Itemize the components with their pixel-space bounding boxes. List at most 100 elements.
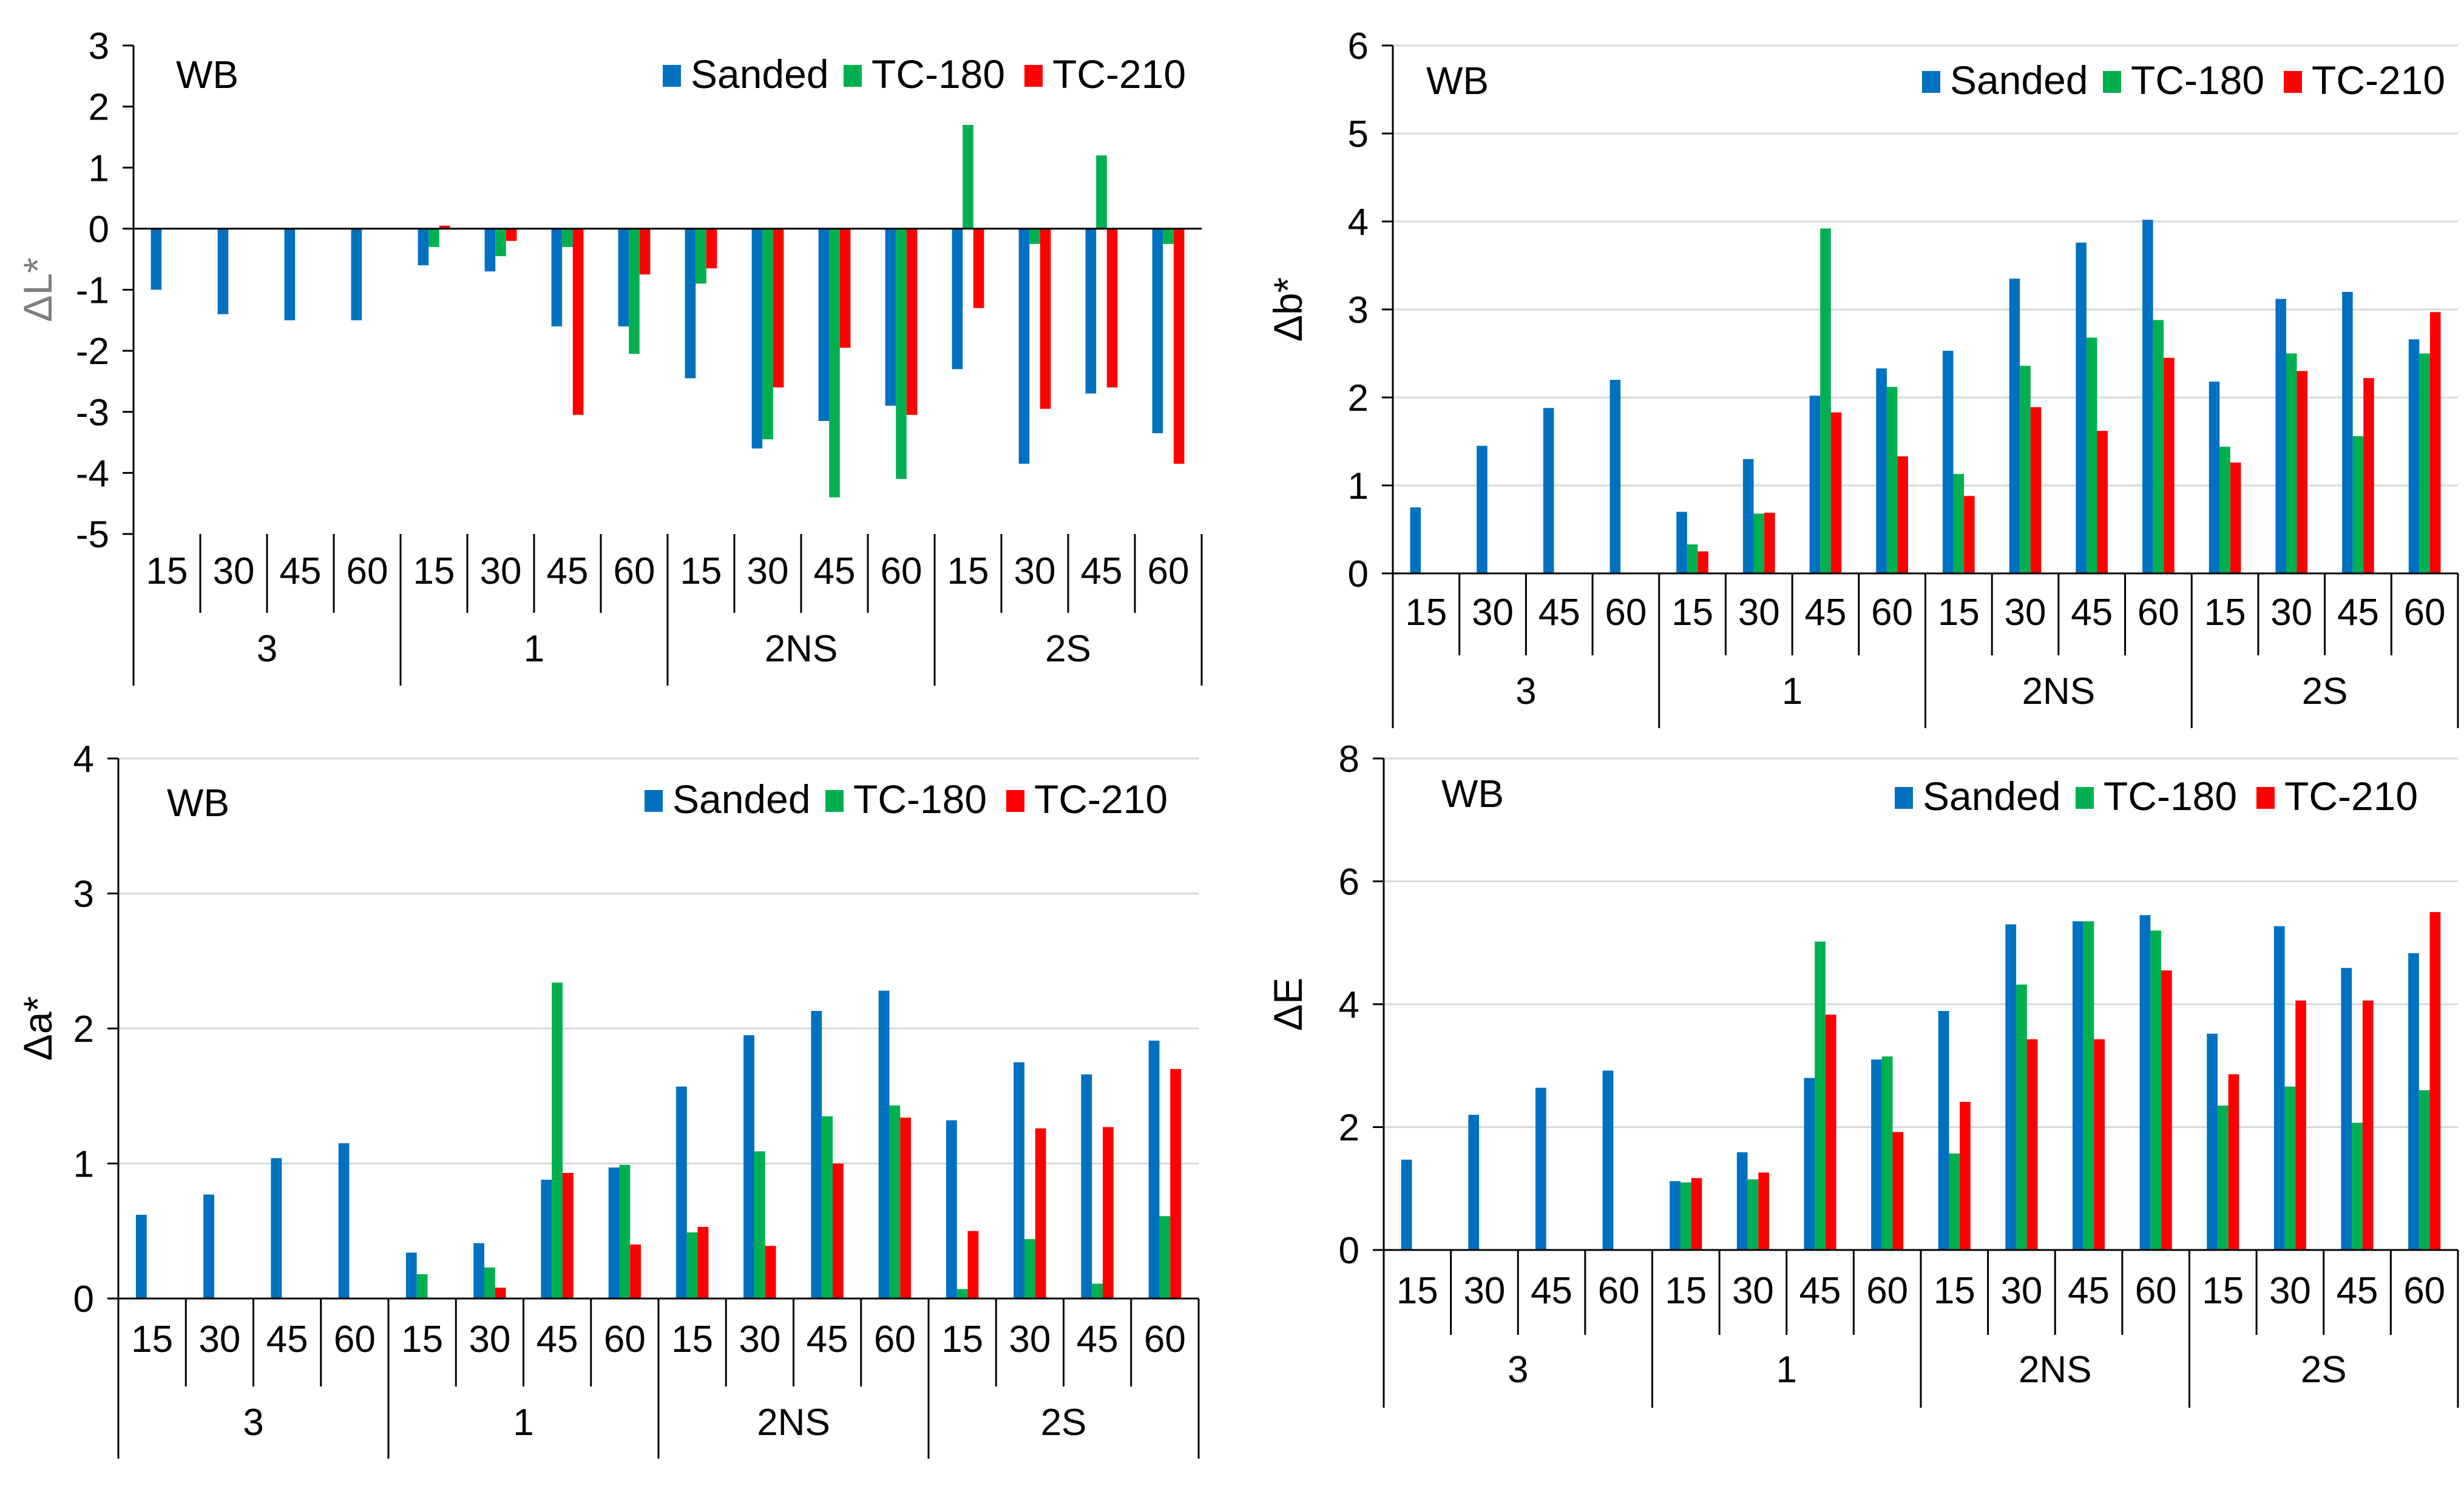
bar-tc180 xyxy=(2016,984,2027,1250)
bar-tc180 xyxy=(1092,1283,1103,1299)
bar-tc180 xyxy=(1820,228,1831,574)
bar-tc210 xyxy=(1691,1178,1702,1250)
bar-tc180 xyxy=(822,1116,833,1299)
x-category-label: 30 xyxy=(2270,592,2312,633)
x-category-label: 15 xyxy=(1671,592,1713,633)
bar-sanded xyxy=(1804,1078,1815,1250)
bar-tc180 xyxy=(1886,387,1898,573)
bar-sanded xyxy=(1602,1070,1614,1250)
bar-tc180 xyxy=(2219,447,2230,573)
x-group-label: 3 xyxy=(1508,1349,1528,1391)
bar-sanded xyxy=(2073,921,2083,1250)
x-category-label: 45 xyxy=(266,1319,308,1360)
x-group-label: 1 xyxy=(1776,1349,1797,1391)
bar-sanded xyxy=(878,990,890,1299)
x-category-label: 15 xyxy=(680,550,722,592)
bar-tc180 xyxy=(963,124,973,229)
bar-sanded xyxy=(1014,1062,1024,1299)
bar-sanded xyxy=(2009,279,2020,573)
bar-tc210 xyxy=(2295,1000,2306,1250)
x-category-label: 30 xyxy=(480,550,522,592)
bar-sanded xyxy=(284,228,296,320)
y-tick-label: 4 xyxy=(73,738,94,780)
bar-tc210 xyxy=(1897,456,1908,573)
x-group-label: 2S xyxy=(1045,628,1091,670)
y-tick-label: -4 xyxy=(76,453,109,495)
annotation-label: WB xyxy=(1441,772,1504,816)
x-category-label: 60 xyxy=(1866,1270,1908,1312)
x-group-label: 3 xyxy=(1515,670,1536,712)
bar-tc180 xyxy=(495,228,506,257)
legend-label-sanded: Sanded xyxy=(691,52,829,96)
bar-tc180 xyxy=(1747,1179,1759,1250)
bar-tc210 xyxy=(2094,1039,2105,1250)
legend-label-sanded: Sanded xyxy=(1950,58,2088,103)
x-category-label: 60 xyxy=(2404,592,2446,633)
bar-sanded xyxy=(1148,1041,1160,1299)
bar-sanded xyxy=(2005,924,2017,1250)
x-category-label: 30 xyxy=(1738,592,1780,633)
x-group-label: 1 xyxy=(1782,670,1802,712)
bar-tc210 xyxy=(2026,1039,2038,1250)
x-category-label: 60 xyxy=(874,1319,916,1360)
chart-delta-l: -5 -4 -3 -2 -1 0 1 2 3 ΔL* 15 30 45 60 15 30 45 60 15 30 45 6… xyxy=(15,25,1203,686)
bar-tc210 xyxy=(697,1227,709,1299)
bar-tc180 xyxy=(2352,436,2364,573)
x-category-label: 30 xyxy=(1732,1270,1774,1312)
bar-sanded xyxy=(1871,1059,1882,1250)
bar-sanded xyxy=(2208,381,2220,573)
x-category-label: 60 xyxy=(2403,1270,2445,1312)
y-tick-label: -3 xyxy=(76,392,109,434)
x-category-label: 60 xyxy=(1598,1270,1640,1312)
bar-tc180 xyxy=(2153,320,2164,573)
bar-tc210 xyxy=(1040,228,1051,409)
bar-tc180 xyxy=(2286,353,2297,573)
bar-tc210 xyxy=(973,228,984,308)
x-category-label: 30 xyxy=(469,1319,510,1360)
y-tick-label: 0 xyxy=(89,209,109,251)
bar-sanded xyxy=(751,228,763,449)
bar-sanded xyxy=(1018,228,1030,464)
bar-tc180 xyxy=(754,1151,765,1299)
bar-sanded xyxy=(2408,339,2420,573)
bar-tc180 xyxy=(1680,1182,1691,1250)
legend-label-tc180: TC-180 xyxy=(872,52,1005,96)
x-category-label: 45 xyxy=(2337,592,2379,633)
bar-tc210 xyxy=(2030,407,2042,573)
x-group-label: 2S xyxy=(2302,670,2348,712)
x-group-label: 3 xyxy=(243,1402,263,1444)
x-category-label: 45 xyxy=(536,1319,578,1360)
bar-sanded xyxy=(2142,220,2153,574)
bar-sanded xyxy=(473,1243,484,1299)
x-category-label: 45 xyxy=(1531,1270,1572,1312)
bar-sanded xyxy=(405,1252,417,1299)
bar-sanded xyxy=(608,1167,620,1299)
bar-tc180 xyxy=(619,1164,631,1299)
bar-sanded xyxy=(203,1194,214,1299)
bar-sanded xyxy=(1736,1152,1748,1250)
y-tick-label: 8 xyxy=(1339,738,1359,780)
legend-label-sanded: Sanded xyxy=(1923,774,2061,819)
legend-label-tc210: TC-210 xyxy=(1052,52,1186,96)
y-tick-label: 1 xyxy=(89,147,109,189)
bar-tc210 xyxy=(1758,1172,1769,1250)
bar-tc210 xyxy=(639,228,651,275)
x-category-label: 15 xyxy=(947,550,989,592)
legend-label-tc180: TC-180 xyxy=(853,777,987,822)
bar-tc180 xyxy=(1753,513,1765,573)
x-category-label: 15 xyxy=(401,1319,443,1360)
legend-label-tc180: TC-180 xyxy=(2131,58,2264,103)
bar-sanded xyxy=(1468,1115,1480,1250)
x-category-label: 30 xyxy=(1014,550,1056,592)
bar-tc210 xyxy=(2363,378,2374,573)
x-category-label: 15 xyxy=(671,1319,713,1360)
bar-sanded xyxy=(1085,228,1097,394)
bar-tc210 xyxy=(506,228,517,241)
x-category-label: 15 xyxy=(413,550,455,592)
bar-tc210 xyxy=(1764,512,1775,573)
legend-swatch-tc210 xyxy=(1006,790,1024,812)
x-category-label: 45 xyxy=(1804,592,1846,633)
x-category-label: 60 xyxy=(881,550,922,592)
legend-swatch-tc180 xyxy=(844,65,862,87)
